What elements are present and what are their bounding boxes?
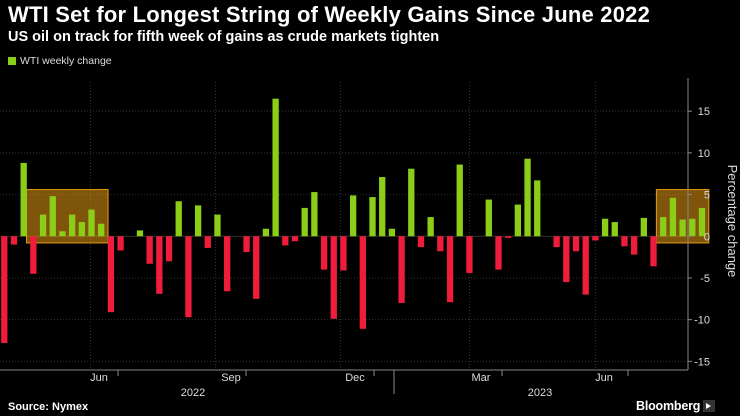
bar — [146, 236, 153, 264]
bar — [243, 236, 250, 253]
x-tick-label: Jun — [90, 372, 108, 384]
x-tick-label: Mar — [472, 372, 491, 384]
year-label: 2023 — [528, 387, 552, 399]
brand-name: Bloomberg — [636, 399, 701, 413]
bar — [621, 236, 628, 247]
bar — [359, 236, 366, 329]
bar — [330, 236, 337, 319]
legend: WTI weekly change — [8, 55, 112, 67]
highlight-box — [26, 189, 109, 244]
bar — [311, 192, 318, 237]
arrow-icon — [703, 400, 716, 412]
bar — [117, 236, 124, 251]
bar — [88, 209, 95, 237]
bar — [68, 214, 76, 237]
bar — [39, 214, 47, 237]
bar — [98, 223, 105, 237]
bar — [1, 236, 8, 343]
bar — [582, 236, 589, 295]
axes: -15 -10 -5 0 5 10 15 Jun Sep Dec Mar Jun 2022 2023 — [0, 78, 710, 399]
bar — [563, 236, 570, 283]
year-label: 2022 — [181, 387, 205, 399]
legend-swatch — [8, 57, 16, 65]
bar — [437, 236, 444, 252]
legend-label: WTI weekly change — [20, 55, 112, 67]
bar — [679, 219, 686, 237]
bar — [49, 196, 56, 237]
bar — [369, 197, 376, 237]
bar — [349, 195, 357, 237]
x-tick-label: Sep — [221, 372, 241, 384]
bar — [660, 217, 667, 237]
bar — [398, 236, 405, 303]
bar — [689, 218, 696, 237]
x-tick-label: Dec — [345, 372, 365, 384]
bar — [631, 236, 638, 255]
y-tick-label: -15 — [694, 356, 710, 368]
bar — [282, 236, 289, 246]
y-tick-label: -5 — [700, 273, 710, 285]
bar — [224, 236, 231, 292]
bar — [340, 236, 347, 271]
chart-title: WTI Set for Longest String of Weekly Gai… — [8, 2, 651, 27]
bar — [427, 217, 434, 237]
bar — [204, 236, 211, 248]
bar — [650, 236, 657, 267]
bar — [446, 236, 454, 303]
bar — [388, 228, 396, 237]
bar — [194, 205, 202, 237]
y-tick-label: -10 — [694, 315, 710, 327]
bar — [514, 204, 522, 237]
bar — [408, 168, 415, 237]
bar — [572, 236, 580, 252]
bar — [485, 199, 492, 237]
bar — [417, 236, 425, 248]
bar — [601, 218, 609, 237]
bar — [495, 236, 502, 270]
bar — [456, 164, 463, 237]
bar — [20, 162, 27, 237]
bar — [291, 236, 299, 242]
bar — [30, 236, 37, 274]
bar — [59, 231, 66, 237]
bar — [698, 207, 706, 237]
bar — [78, 222, 85, 237]
bar — [107, 236, 115, 313]
bar — [156, 236, 163, 294]
bar — [272, 98, 279, 237]
bar — [175, 201, 182, 237]
bar — [534, 180, 541, 237]
bar — [10, 236, 18, 245]
bar — [262, 228, 270, 237]
brand-logo: Bloomberg — [636, 399, 716, 413]
bar — [185, 236, 192, 318]
bar — [640, 217, 647, 237]
bar — [611, 222, 618, 237]
bar — [669, 197, 677, 237]
bars — [1, 98, 706, 343]
source-note: Source: Nymex — [8, 401, 89, 413]
bar — [505, 236, 512, 238]
chart-subtitle: US oil on track for fifth week of gains … — [8, 29, 440, 45]
bar — [165, 236, 173, 262]
bar — [466, 236, 473, 273]
bar — [136, 230, 144, 237]
bar — [592, 236, 599, 241]
bar — [524, 158, 531, 237]
bar — [553, 236, 560, 248]
y-axis-title: Percentage change — [725, 165, 740, 278]
x-tick-label: Jun — [595, 372, 613, 384]
bar — [301, 207, 308, 237]
bar — [379, 177, 386, 237]
y-tick-label: 5 — [704, 190, 710, 202]
y-tick-label: 0 — [704, 231, 710, 243]
y-tick-label: 10 — [698, 148, 710, 160]
bar — [214, 214, 221, 237]
y-tick-label: 15 — [698, 106, 710, 118]
bar — [253, 236, 260, 299]
bar — [320, 236, 328, 270]
